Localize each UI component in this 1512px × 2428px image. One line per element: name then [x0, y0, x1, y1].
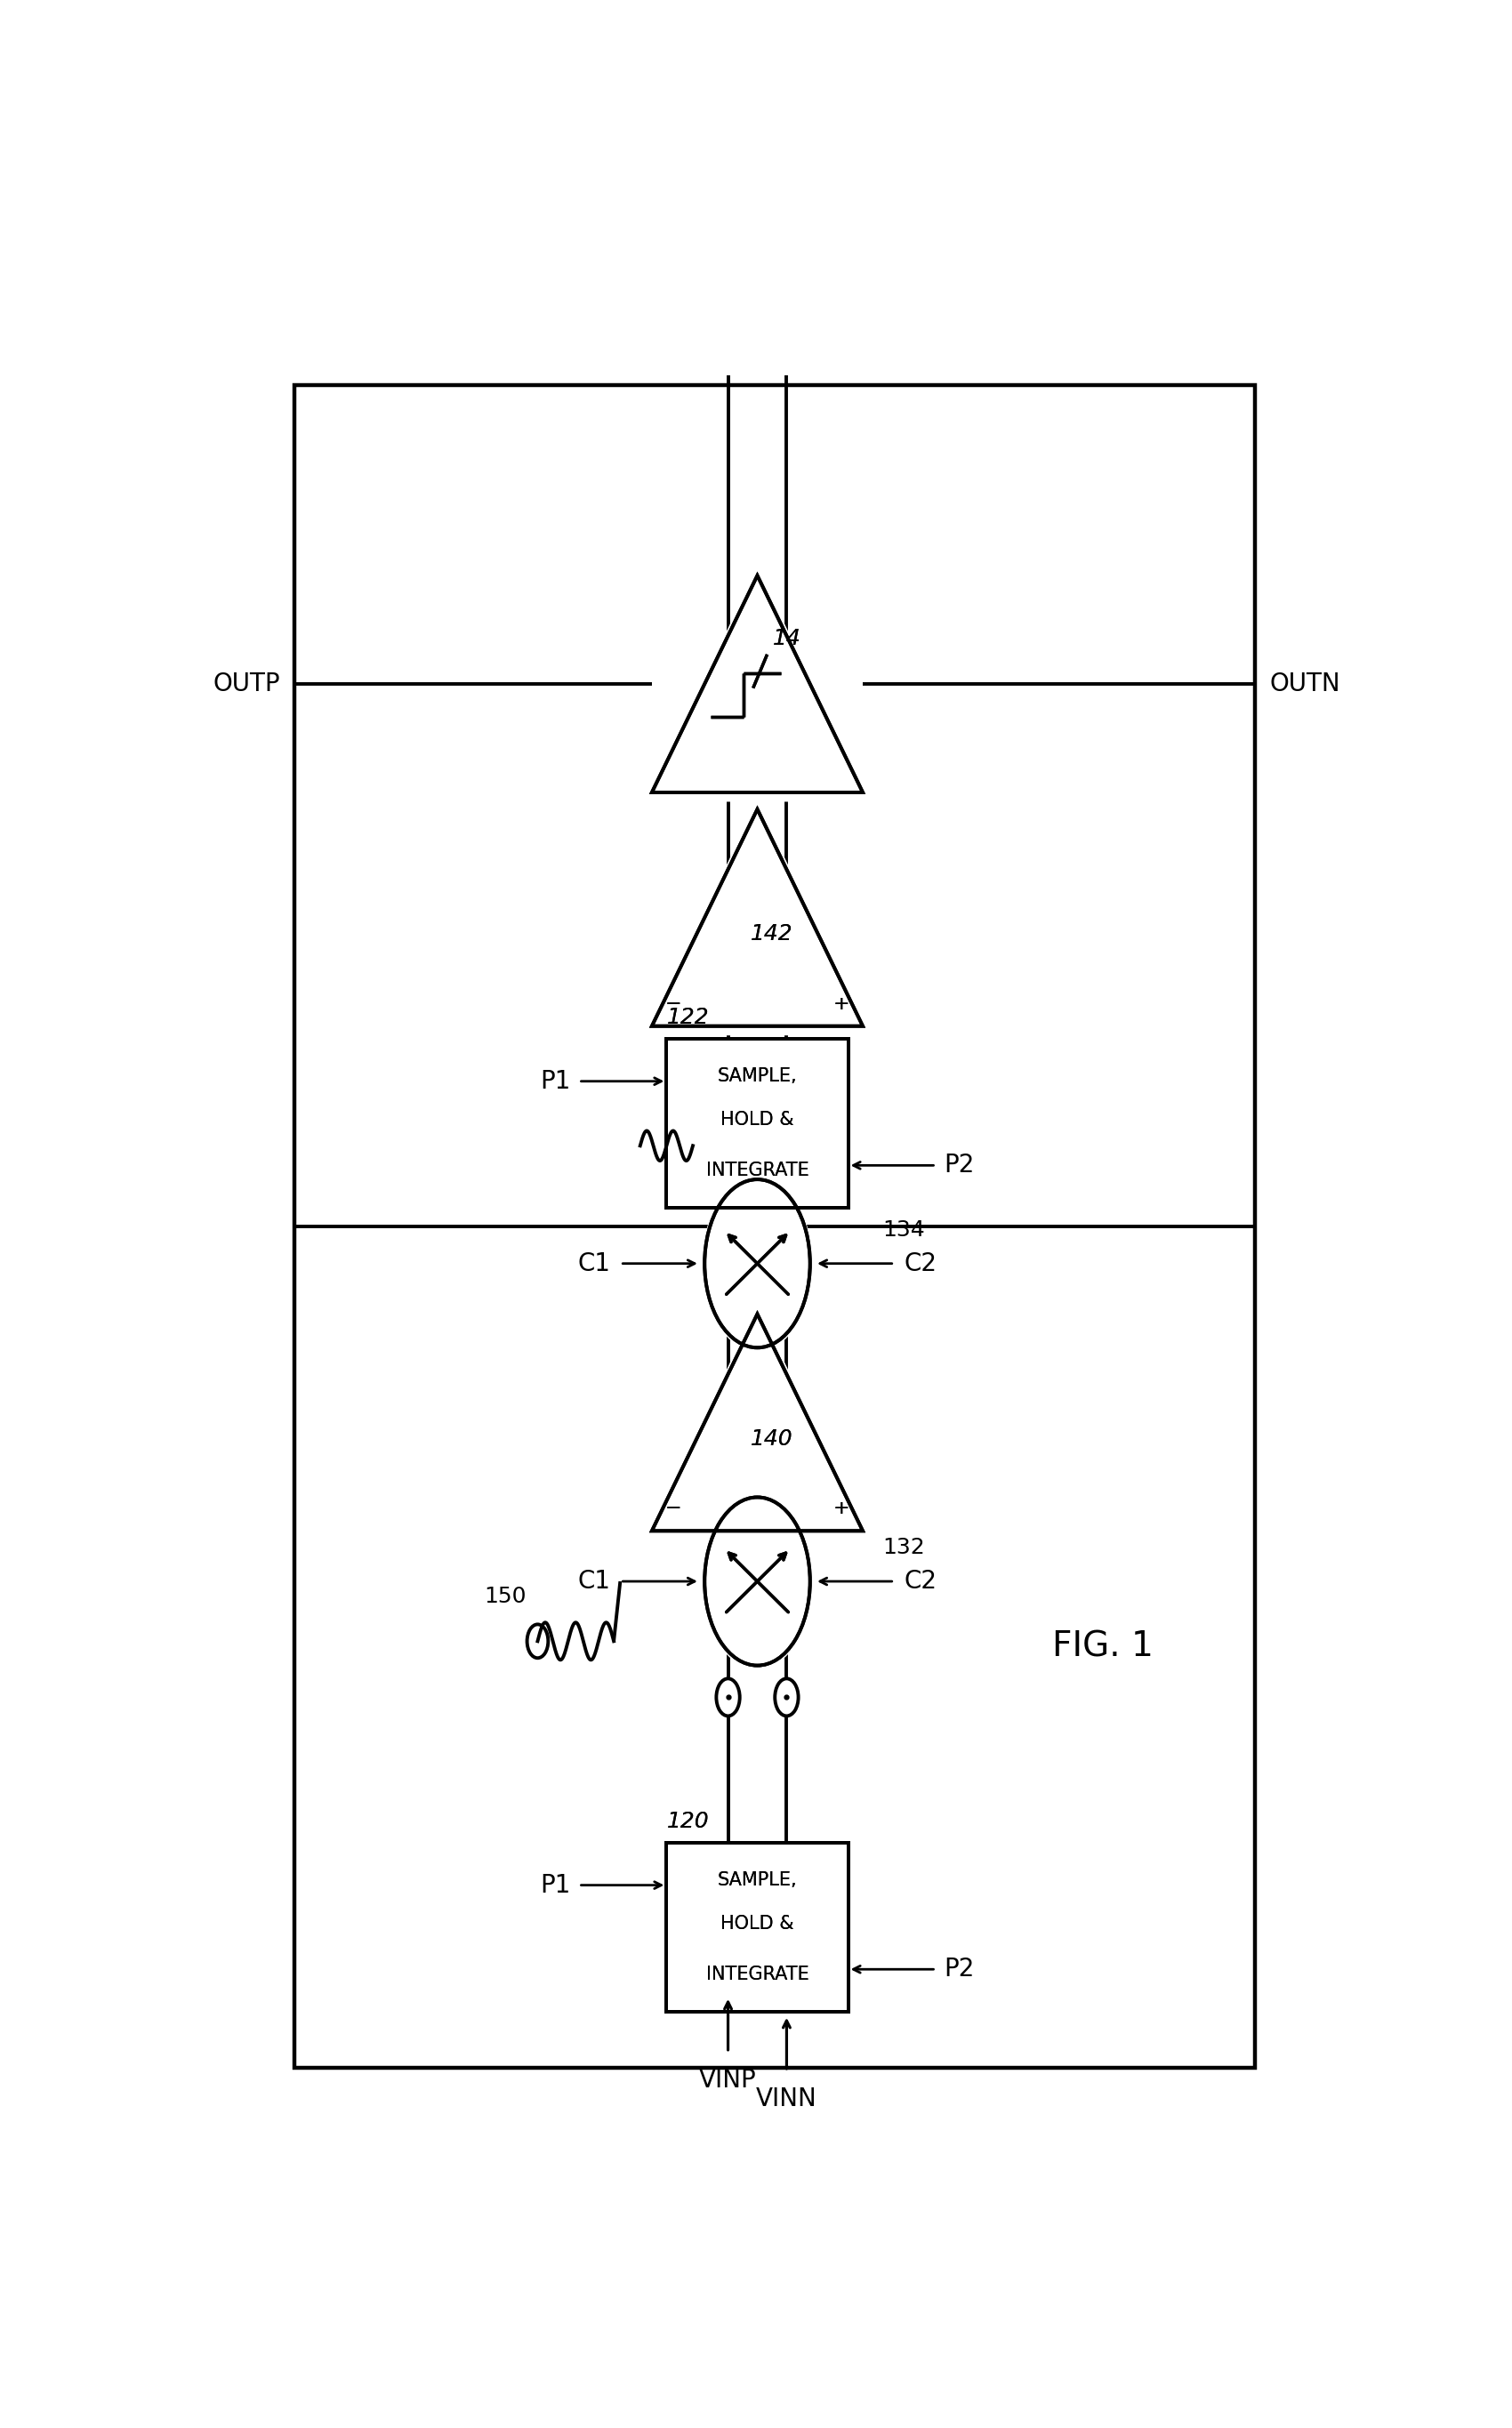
- Text: −: −: [665, 1501, 682, 1518]
- Bar: [723, 1843, 792, 2010]
- Text: 150: 150: [484, 1585, 526, 1607]
- Text: 140: 140: [750, 1428, 792, 1450]
- Text: C1: C1: [578, 1250, 611, 1277]
- Text: 142: 142: [750, 923, 792, 944]
- Bar: [667, 1843, 848, 2010]
- Polygon shape: [646, 799, 868, 1034]
- Text: 140: 140: [750, 1428, 792, 1450]
- Bar: [295, 384, 1255, 2069]
- Text: +: +: [833, 1501, 850, 1518]
- Text: −: −: [665, 995, 682, 1012]
- Text: SAMPLE,: SAMPLE,: [718, 1872, 797, 1889]
- Circle shape: [528, 1624, 549, 1658]
- Text: 142: 142: [750, 923, 792, 944]
- Text: HOLD &: HOLD &: [721, 1916, 794, 1933]
- Text: 14: 14: [773, 629, 801, 648]
- Text: +: +: [833, 995, 850, 1012]
- Bar: [667, 1039, 848, 1207]
- Text: INTEGRATE: INTEGRATE: [706, 1964, 809, 1984]
- Circle shape: [717, 1678, 739, 1717]
- Text: OUTP: OUTP: [213, 673, 280, 697]
- Text: INTEGRATE: INTEGRATE: [706, 1161, 809, 1180]
- Text: P2: P2: [943, 1153, 975, 1178]
- Text: SAMPLE,: SAMPLE,: [718, 1068, 797, 1085]
- Text: SAMPLE,: SAMPLE,: [718, 1872, 797, 1889]
- Text: 132: 132: [883, 1537, 925, 1559]
- Bar: [723, 1039, 792, 1207]
- Text: 14: 14: [773, 629, 801, 648]
- Text: INTEGRATE: INTEGRATE: [706, 1964, 809, 1984]
- Text: VINP: VINP: [699, 2069, 758, 2093]
- Text: 134: 134: [883, 1219, 925, 1241]
- Text: P1: P1: [540, 1872, 570, 1899]
- Text: SAMPLE,: SAMPLE,: [718, 1068, 797, 1085]
- Text: +: +: [833, 1501, 850, 1518]
- Text: P2: P2: [943, 1957, 975, 1981]
- Text: 122: 122: [667, 1008, 709, 1027]
- Text: P1: P1: [540, 1068, 570, 1093]
- Text: OUTN: OUTN: [1270, 673, 1340, 697]
- Text: C1: C1: [578, 1568, 611, 1593]
- Text: −: −: [665, 995, 682, 1012]
- Text: HOLD &: HOLD &: [721, 1112, 794, 1129]
- Circle shape: [776, 1678, 798, 1717]
- Circle shape: [702, 1175, 812, 1352]
- Text: 122: 122: [667, 1008, 709, 1027]
- Text: −: −: [665, 1501, 682, 1518]
- Circle shape: [702, 1493, 812, 1668]
- Text: C2: C2: [904, 1250, 937, 1277]
- Text: 120: 120: [667, 1811, 709, 1831]
- Bar: [667, 1843, 848, 2010]
- Bar: [667, 1039, 848, 1207]
- Text: C2: C2: [904, 1568, 937, 1593]
- Text: +: +: [833, 995, 850, 1012]
- Polygon shape: [646, 1304, 868, 1539]
- Text: HOLD &: HOLD &: [721, 1112, 794, 1129]
- Text: HOLD &: HOLD &: [721, 1916, 794, 1933]
- Polygon shape: [646, 566, 868, 801]
- Text: VINN: VINN: [756, 2086, 816, 2110]
- Text: FIG. 1: FIG. 1: [1052, 1629, 1154, 1663]
- Text: 120: 120: [667, 1811, 709, 1831]
- Text: INTEGRATE: INTEGRATE: [706, 1161, 809, 1180]
